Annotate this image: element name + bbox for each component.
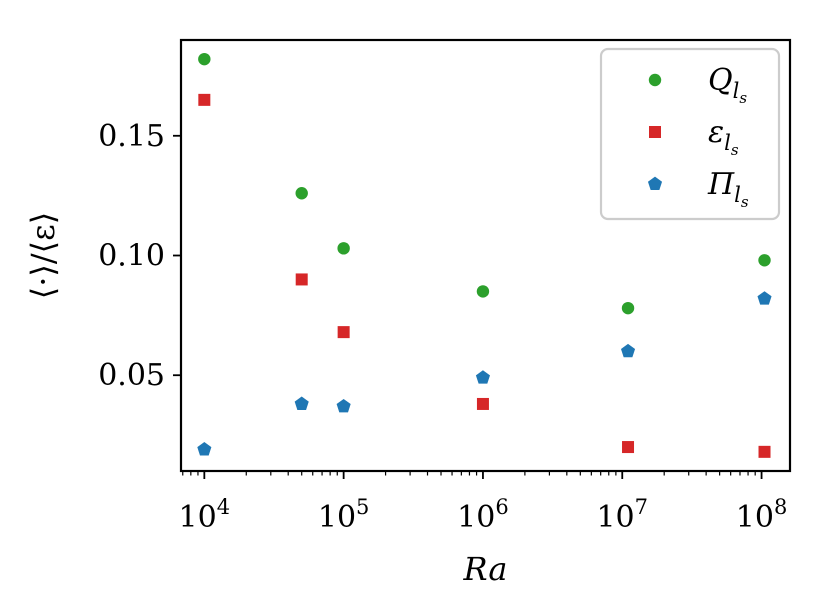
data-point bbox=[337, 242, 350, 255]
y-axis-title: ⟨·⟩/⟨ε⟩ bbox=[24, 212, 62, 299]
data-point bbox=[757, 291, 772, 305]
series-0 bbox=[198, 52, 771, 315]
data-point bbox=[621, 301, 635, 315]
legend-entry: εls bbox=[649, 115, 739, 159]
x-tick-label: 105 bbox=[318, 495, 370, 535]
data-point bbox=[295, 273, 308, 286]
data-point bbox=[476, 285, 490, 298]
legend-label: Πls bbox=[707, 167, 749, 211]
legend-label: Qls bbox=[708, 63, 747, 107]
data-point bbox=[758, 445, 771, 458]
series-1 bbox=[198, 93, 771, 458]
data-point bbox=[337, 326, 350, 339]
data-point bbox=[336, 398, 351, 413]
data-point bbox=[620, 343, 636, 358]
data-point bbox=[758, 254, 771, 267]
legend-entry: Πls bbox=[647, 167, 749, 211]
legend-marker bbox=[649, 126, 661, 138]
x-tick-label: 104 bbox=[179, 495, 231, 535]
data-point bbox=[622, 441, 635, 454]
legend-marker bbox=[648, 73, 662, 87]
data-point bbox=[295, 187, 308, 200]
data-point bbox=[198, 52, 211, 66]
legend-label: εls bbox=[708, 115, 739, 159]
axes: 104 105 106 107 108 0.05 0.10 0.15 Ra ⟨·⟩/⟨ε⟩ bbox=[24, 38, 792, 588]
data-point bbox=[197, 442, 212, 456]
legend: Qls εls Πls bbox=[599, 47, 781, 221]
data-point bbox=[294, 396, 309, 410]
series-2 bbox=[197, 291, 772, 456]
data-point bbox=[476, 397, 489, 410]
y-tick-label: 0.10 bbox=[98, 239, 165, 274]
x-tick-label: 106 bbox=[457, 495, 509, 535]
x-tick-label: 108 bbox=[736, 495, 788, 535]
data-point bbox=[198, 93, 211, 106]
data-point bbox=[475, 370, 490, 384]
plot-area bbox=[197, 52, 772, 458]
legend-box bbox=[599, 47, 781, 221]
x-tick-label: 107 bbox=[596, 495, 648, 535]
legend-entry: Qls bbox=[648, 63, 747, 107]
legend-marker bbox=[647, 176, 663, 190]
y-tick-label: 0.15 bbox=[98, 119, 165, 154]
y-tick-label: 0.05 bbox=[98, 358, 165, 393]
x-axis-title: Ra bbox=[463, 550, 508, 588]
